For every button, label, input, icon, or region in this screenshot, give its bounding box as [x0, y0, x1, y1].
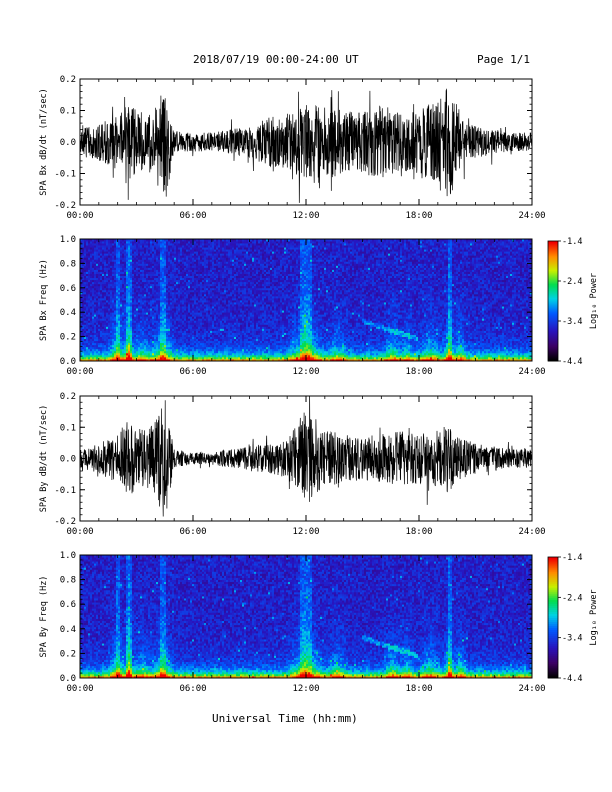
y-tick-label: 0.4	[60, 308, 76, 318]
x-tick-label: 24:00	[518, 211, 545, 221]
y-tick-label: 1.0	[60, 235, 76, 245]
x-tick-label: 24:00	[518, 684, 545, 694]
y-axis-label: SPA By dB/dt (nT/sec)	[39, 405, 49, 512]
x-tick-label: 24:00	[518, 527, 545, 537]
by-spectrogram-cells	[80, 555, 532, 678]
x-tick-label: 06:00	[179, 211, 206, 221]
x-tick-label: 00:00	[66, 684, 93, 694]
y-tick-label: 0.2	[60, 649, 76, 659]
y-tick-label: 0.2	[60, 392, 76, 402]
y-tick-label: 0.6	[60, 600, 76, 610]
x-tick-label: 12:00	[292, 211, 319, 221]
colorbar	[548, 241, 558, 362]
colorbar-label: Log₁₀ Power	[589, 589, 599, 645]
y-tick-label: 0.1	[60, 423, 76, 433]
y-tick-label: -0.2	[54, 201, 76, 211]
y-axis-label: SPA Bx dB/dt (nT/sec)	[39, 88, 49, 195]
y-tick-label: -0.2	[54, 517, 76, 527]
x-tick-label: 18:00	[405, 211, 432, 221]
x-tick-label: 06:00	[179, 367, 206, 377]
y-axis-label: SPA Bx Freq (Hz)	[39, 259, 49, 341]
y-tick-label: 0.8	[60, 576, 76, 586]
x-tick-label: 18:00	[405, 527, 432, 537]
colorbar-label: Log₁₀ Power	[589, 273, 599, 329]
y-tick-label: 0.2	[60, 333, 76, 343]
y-tick-label: 1.0	[60, 551, 76, 561]
bx-timeseries-trace	[80, 89, 532, 203]
x-tick-label: 00:00	[66, 367, 93, 377]
x-tick-label: 06:00	[179, 527, 206, 537]
y-tick-label: 0.4	[60, 625, 76, 635]
x-axis-label: Universal Time (hh:mm)	[212, 712, 358, 725]
y-tick-label: 0.6	[60, 284, 76, 294]
x-tick-label: 12:00	[292, 684, 319, 694]
colorbar	[548, 557, 558, 679]
y-tick-label: -0.1	[54, 170, 76, 180]
y-tick-label: 0.0	[60, 455, 76, 465]
y-tick-label: -0.1	[54, 486, 76, 496]
by-timeseries-trace	[80, 390, 532, 517]
y-tick-label: 0.0	[60, 138, 76, 148]
colorbar-tick-label: -2.4	[562, 593, 582, 603]
colorbar-tick-label: -1.4	[562, 237, 582, 247]
x-tick-label: 00:00	[66, 527, 93, 537]
x-tick-label: 06:00	[179, 684, 206, 694]
colorbar-tick-label: -4.4	[562, 357, 582, 367]
colorbar-tick-label: -3.4	[562, 317, 582, 327]
bx-timeseries-line	[80, 89, 532, 203]
x-tick-label: 00:00	[66, 211, 93, 221]
by-timeseries-line	[80, 390, 532, 517]
x-tick-label: 18:00	[405, 367, 432, 377]
y-tick-label: 0.0	[60, 357, 76, 367]
x-tick-label: 12:00	[292, 527, 319, 537]
colorbar-tick-label: -2.4	[562, 277, 582, 287]
colorbar-tick-label: -1.4	[562, 553, 582, 563]
colorbar-tick-label: -3.4	[562, 634, 582, 644]
colorbar-tick-label: -4.4	[562, 674, 582, 684]
y-tick-label: 0.2	[60, 75, 76, 85]
x-tick-label: 12:00	[292, 367, 319, 377]
x-tick-label: 18:00	[405, 684, 432, 694]
y-tick-label: 0.1	[60, 107, 76, 117]
y-tick-label: 0.8	[60, 259, 76, 269]
x-tick-label: 24:00	[518, 367, 545, 377]
bx-spectrogram-cells	[80, 239, 532, 361]
y-tick-label: 0.0	[60, 674, 76, 684]
y-axis-label: SPA By Freq (Hz)	[39, 576, 49, 658]
